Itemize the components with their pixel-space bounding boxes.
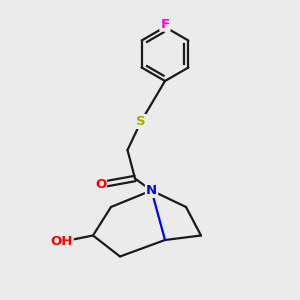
Text: N: N — [146, 184, 157, 197]
Text: OH: OH — [50, 235, 73, 248]
Text: O: O — [95, 178, 106, 191]
Text: S: S — [136, 115, 146, 128]
Text: F: F — [160, 17, 169, 31]
